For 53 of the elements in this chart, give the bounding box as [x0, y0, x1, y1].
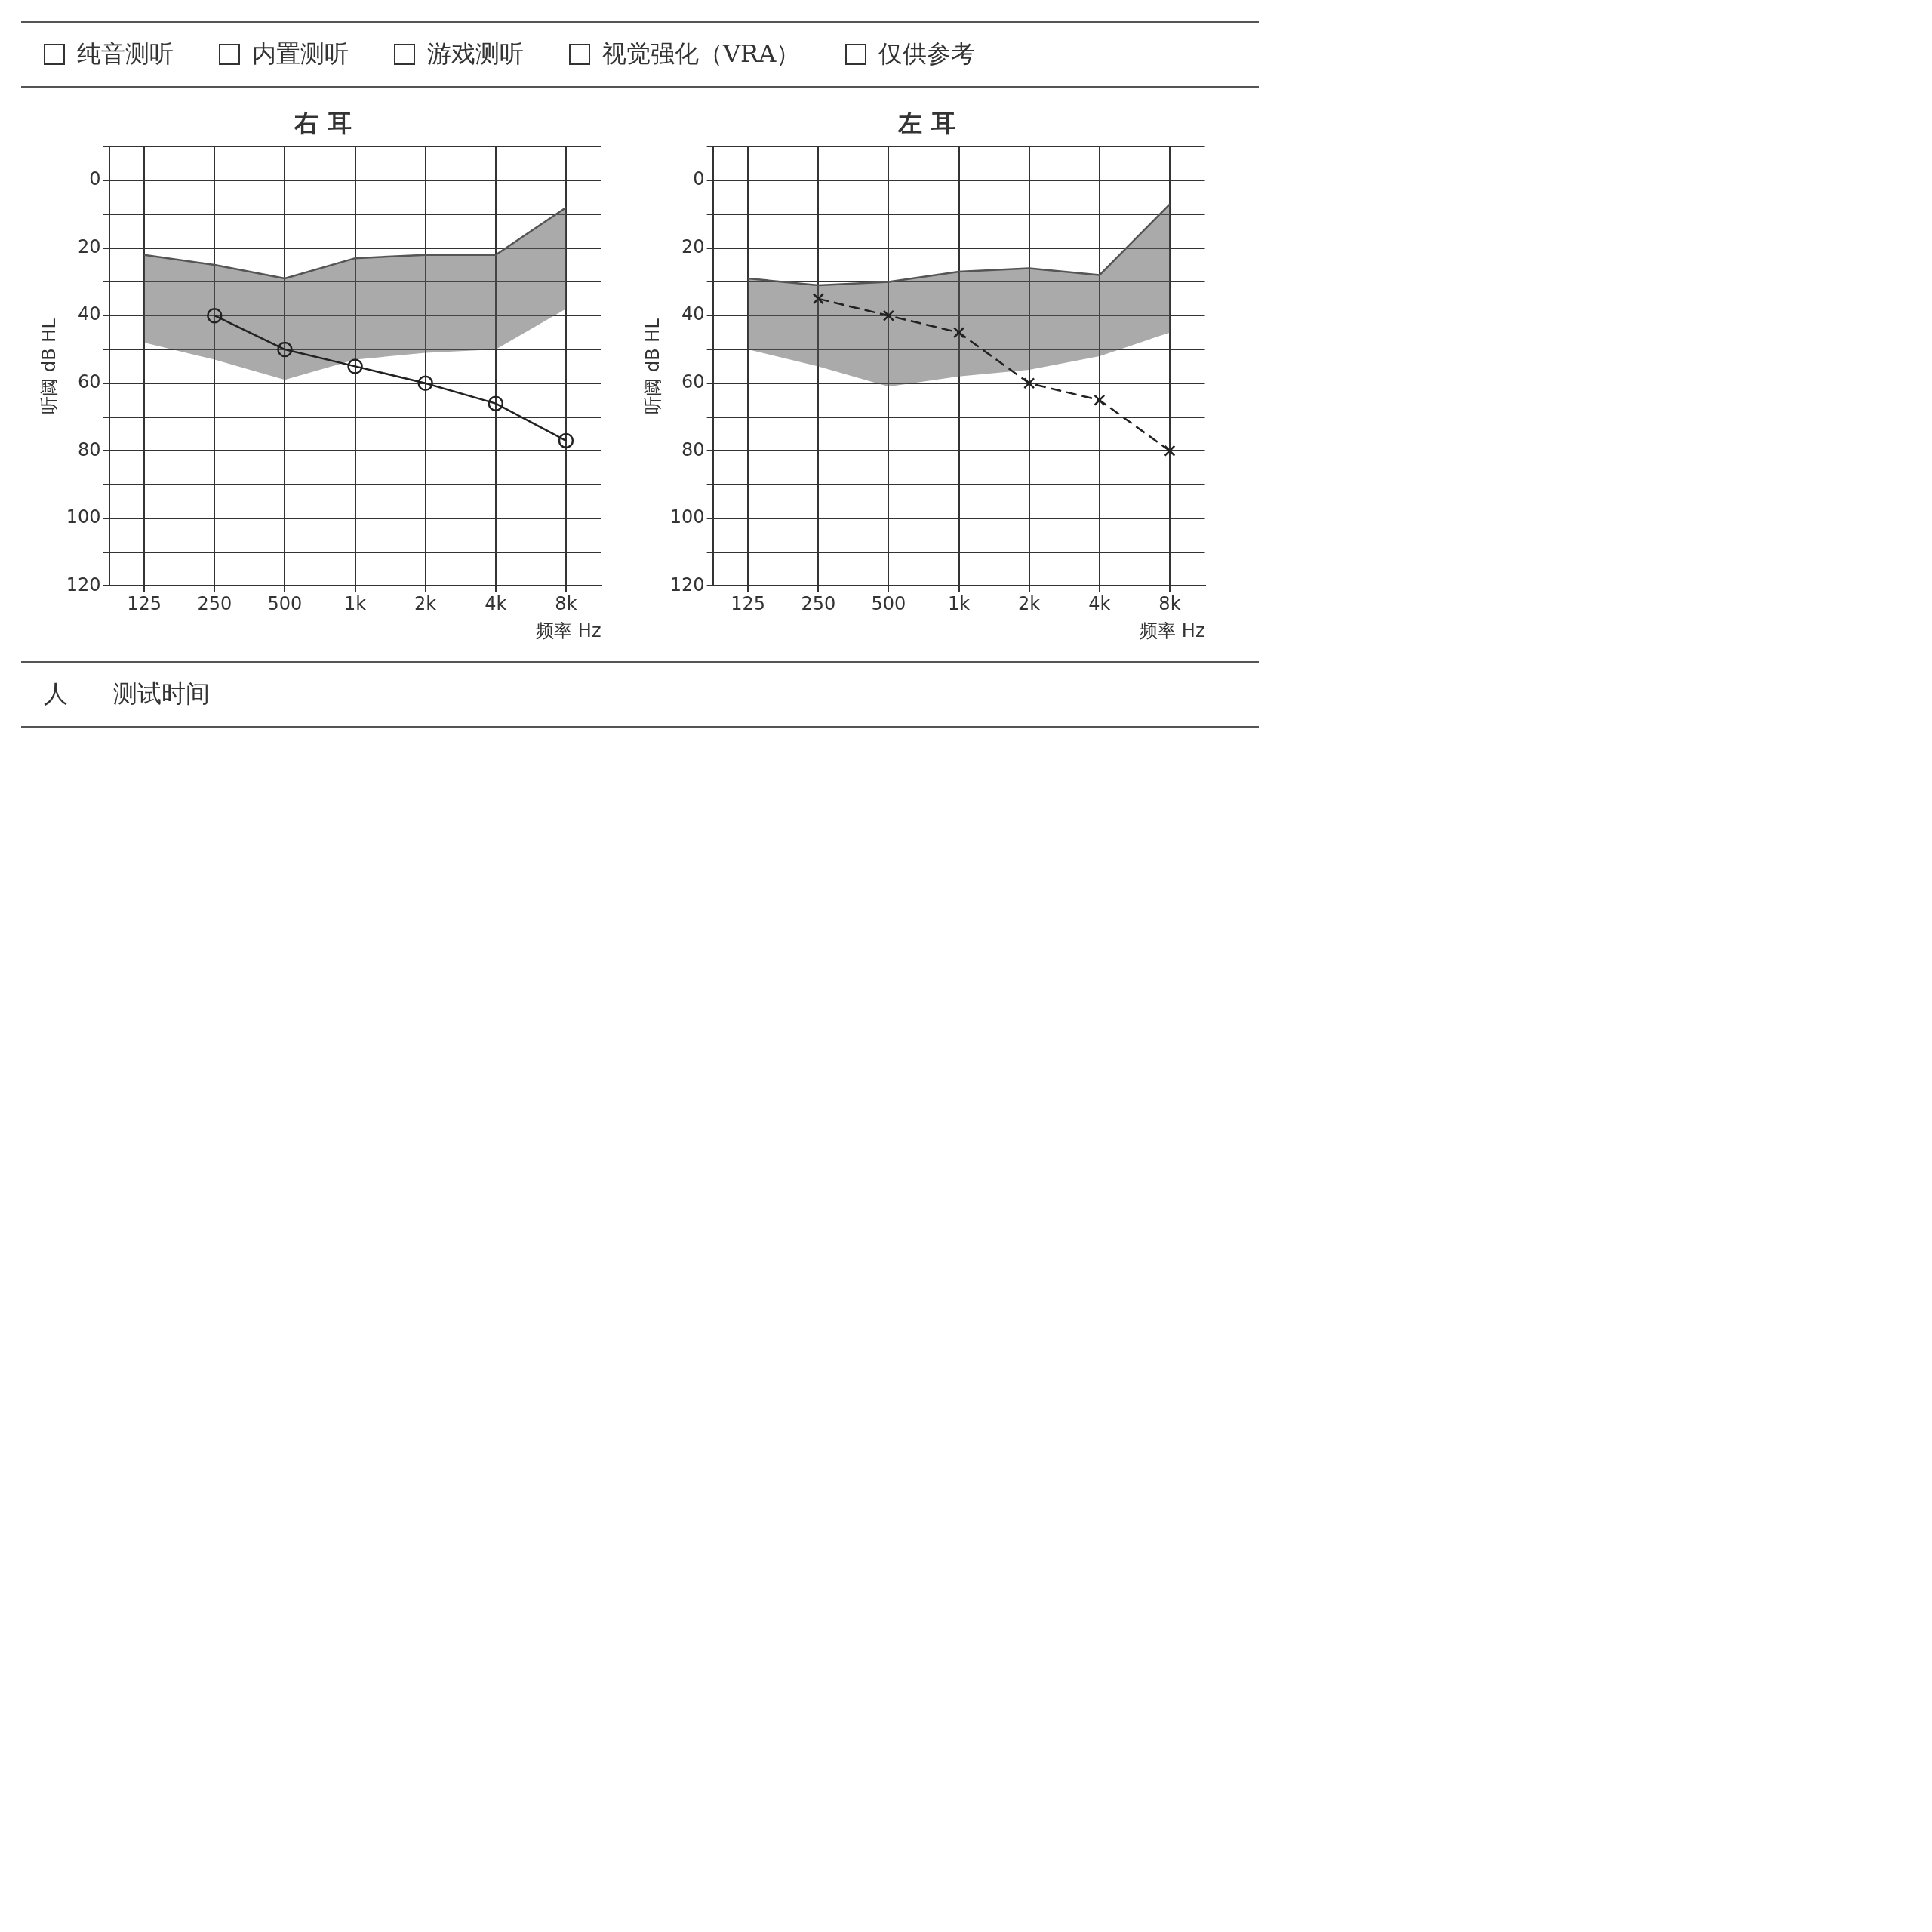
x-tick-label: 2k	[414, 593, 437, 615]
y-tick-label: 0	[89, 168, 101, 190]
y-tick-label: 40	[78, 303, 101, 325]
x-tick-label: 4k	[1088, 593, 1111, 615]
x-tick-label: 4k	[485, 593, 507, 615]
x-tick-label: 250	[197, 593, 232, 615]
x-tick-label: 2k	[1018, 593, 1041, 615]
text: 内置测听	[252, 38, 349, 69]
x-axis-title: 频率 Hz	[1140, 620, 1205, 641]
point	[207, 308, 223, 324]
point	[882, 309, 895, 321]
x-tick-label: 125	[731, 593, 766, 615]
y-tick-label: 100	[669, 506, 705, 528]
y-tick-label: 100	[66, 506, 101, 528]
text: 仅供参考	[878, 38, 976, 69]
chart-title: 右 耳	[294, 108, 352, 137]
x-tick-label: 250	[801, 593, 836, 615]
y-tick-label: 20	[681, 235, 705, 257]
point	[488, 395, 504, 411]
text: 视觉强化（VRA）	[602, 38, 801, 69]
point	[812, 293, 824, 305]
text: 游戏测听	[427, 38, 524, 69]
y-tick-label: 80	[78, 438, 101, 460]
x-tick-label: 1k	[343, 593, 367, 615]
text: 测试时间	[113, 678, 210, 709]
x-tick-label: 125	[127, 593, 162, 615]
text: 纯音测听	[77, 38, 174, 69]
y-axis-title: 听阈 dB HL	[38, 318, 60, 414]
x-tick-label: 8k	[555, 593, 577, 615]
y-axis-title: 听阈 dB HL	[641, 318, 663, 414]
point	[347, 358, 363, 374]
y-tick-label: 120	[66, 574, 101, 595]
point	[277, 341, 293, 358]
y-tick-label: 20	[78, 235, 101, 257]
chart-title: 左 耳	[897, 108, 955, 137]
point	[952, 327, 965, 339]
y-tick-label: 0	[693, 168, 705, 190]
text: 人	[44, 678, 68, 709]
point	[1094, 394, 1106, 406]
point	[1164, 445, 1176, 457]
x-tick-label: 500	[871, 593, 906, 615]
y-tick-label: 40	[681, 303, 705, 325]
y-tick-label: 80	[681, 438, 705, 460]
y-tick-label: 60	[681, 371, 705, 393]
y-tick-label: 120	[669, 574, 705, 595]
x-tick-label: 8k	[1158, 593, 1181, 615]
x-axis-title: 频率 Hz	[536, 620, 601, 641]
point	[558, 432, 574, 449]
x-tick-label: 500	[267, 593, 303, 615]
point	[1023, 377, 1035, 389]
x-tick-label: 1k	[947, 593, 971, 615]
point	[417, 375, 433, 392]
y-tick-label: 60	[78, 371, 101, 393]
